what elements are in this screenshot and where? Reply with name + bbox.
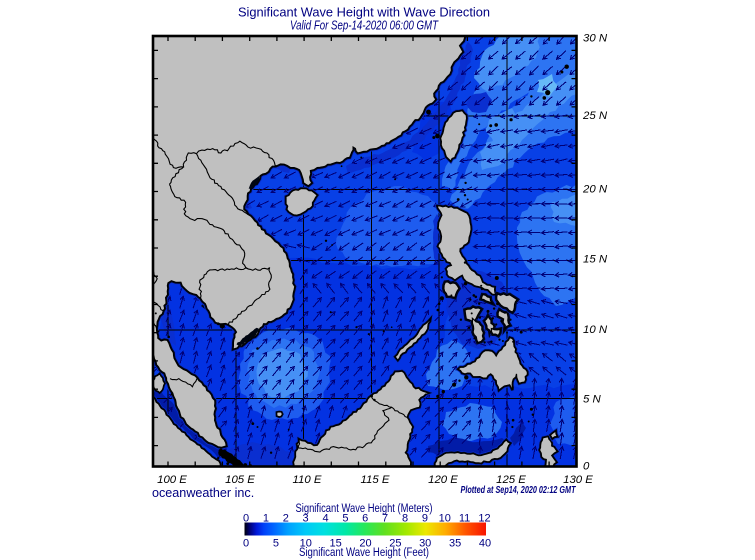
svg-text:10: 10 xyxy=(439,513,451,525)
svg-text:110 E: 110 E xyxy=(293,474,322,486)
svg-text:20: 20 xyxy=(359,538,371,550)
svg-text:Significant Wave Height with W: Significant Wave Height with Wave Direct… xyxy=(238,5,490,20)
svg-text:115 E: 115 E xyxy=(361,474,390,486)
svg-text:20 N: 20 N xyxy=(582,184,608,196)
svg-text:Plotted at Sep14, 2020 02:12 G: Plotted at Sep14, 2020 02:12 GMT xyxy=(461,485,577,496)
svg-text:Significant Wave Height (Meter: Significant Wave Height (Meters) xyxy=(296,501,433,515)
svg-text:0: 0 xyxy=(243,538,249,550)
svg-text:25: 25 xyxy=(389,538,401,550)
svg-text:7: 7 xyxy=(382,513,388,525)
svg-text:4: 4 xyxy=(322,513,328,525)
svg-text:125 E: 125 E xyxy=(496,474,526,486)
svg-text:105 E: 105 E xyxy=(225,474,255,486)
svg-text:25 N: 25 N xyxy=(582,110,608,122)
svg-text:40: 40 xyxy=(479,538,491,550)
svg-text:0: 0 xyxy=(243,513,249,525)
svg-text:oceanweather inc.: oceanweather inc. xyxy=(152,486,254,500)
svg-text:Valid For Sep-14-2020 06:00 GM: Valid For Sep-14-2020 06:00 GMT xyxy=(290,19,439,33)
svg-text:120 E: 120 E xyxy=(428,474,458,486)
svg-text:15 N: 15 N xyxy=(583,254,608,266)
svg-text:5: 5 xyxy=(342,513,348,525)
svg-text:5 N: 5 N xyxy=(583,393,601,405)
svg-text:10: 10 xyxy=(300,538,312,550)
svg-text:30: 30 xyxy=(419,538,431,550)
svg-text:1: 1 xyxy=(263,513,269,525)
svg-text:100 E: 100 E xyxy=(157,474,187,486)
svg-text:10 N: 10 N xyxy=(583,324,608,336)
svg-text:30 N: 30 N xyxy=(583,32,608,44)
svg-text:11: 11 xyxy=(459,513,470,525)
svg-text:5: 5 xyxy=(273,538,279,550)
svg-text:0: 0 xyxy=(583,460,590,472)
svg-text:6: 6 xyxy=(362,513,368,525)
svg-text:12: 12 xyxy=(478,513,490,525)
svg-text:3: 3 xyxy=(303,513,309,525)
svg-text:8: 8 xyxy=(402,513,408,525)
svg-text:15: 15 xyxy=(329,538,341,550)
svg-text:2: 2 xyxy=(283,513,289,525)
svg-text:Significant Wave Height (Feet): Significant Wave Height (Feet) xyxy=(299,545,429,559)
svg-text:35: 35 xyxy=(449,538,461,550)
svg-text:9: 9 xyxy=(422,513,428,525)
svg-text:130 E: 130 E xyxy=(563,474,593,486)
